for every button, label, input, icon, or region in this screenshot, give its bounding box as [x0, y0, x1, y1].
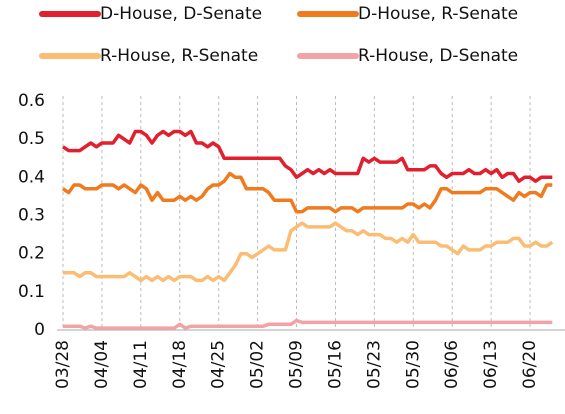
x-tick-label: 05/16: [325, 340, 345, 389]
x-tick-label: 04/25: [209, 340, 229, 389]
x-tick-label: 05/02: [248, 340, 268, 389]
series-line: [62, 129, 553, 183]
legend-label: R-House, D-Senate: [358, 46, 518, 66]
y-tick-label: 0.5: [18, 129, 45, 149]
y-tick-label: 0.1: [18, 282, 45, 302]
series-line: [63, 318, 553, 330]
y-tick-label: 0.2: [18, 244, 45, 264]
y-tick-label: 0.6: [18, 91, 45, 111]
x-tick-label: 05/09: [287, 340, 307, 389]
x-tick-label: 04/04: [92, 340, 112, 389]
x-tick-label: 06/20: [520, 340, 540, 389]
x-tick-label: 04/11: [131, 340, 151, 389]
x-tick-label: 03/28: [53, 340, 73, 389]
legend-label: R-House, R-Senate: [100, 46, 258, 66]
x-tick-label: 06/13: [481, 340, 501, 389]
x-tick-label: 04/18: [170, 340, 190, 389]
legend-label: D-House, D-Senate: [100, 4, 262, 24]
series-line: [62, 171, 553, 214]
x-tick-label: 06/06: [442, 340, 462, 389]
legend-label: D-House, R-Senate: [358, 4, 518, 24]
y-tick-label: 0.4: [18, 167, 45, 187]
x-tick-label: 05/30: [403, 340, 423, 389]
y-tick-label: 0.3: [18, 206, 45, 226]
series-line: [63, 221, 554, 283]
x-tick-label: 05/23: [364, 340, 384, 389]
y-tick-label: 0: [34, 320, 45, 340]
